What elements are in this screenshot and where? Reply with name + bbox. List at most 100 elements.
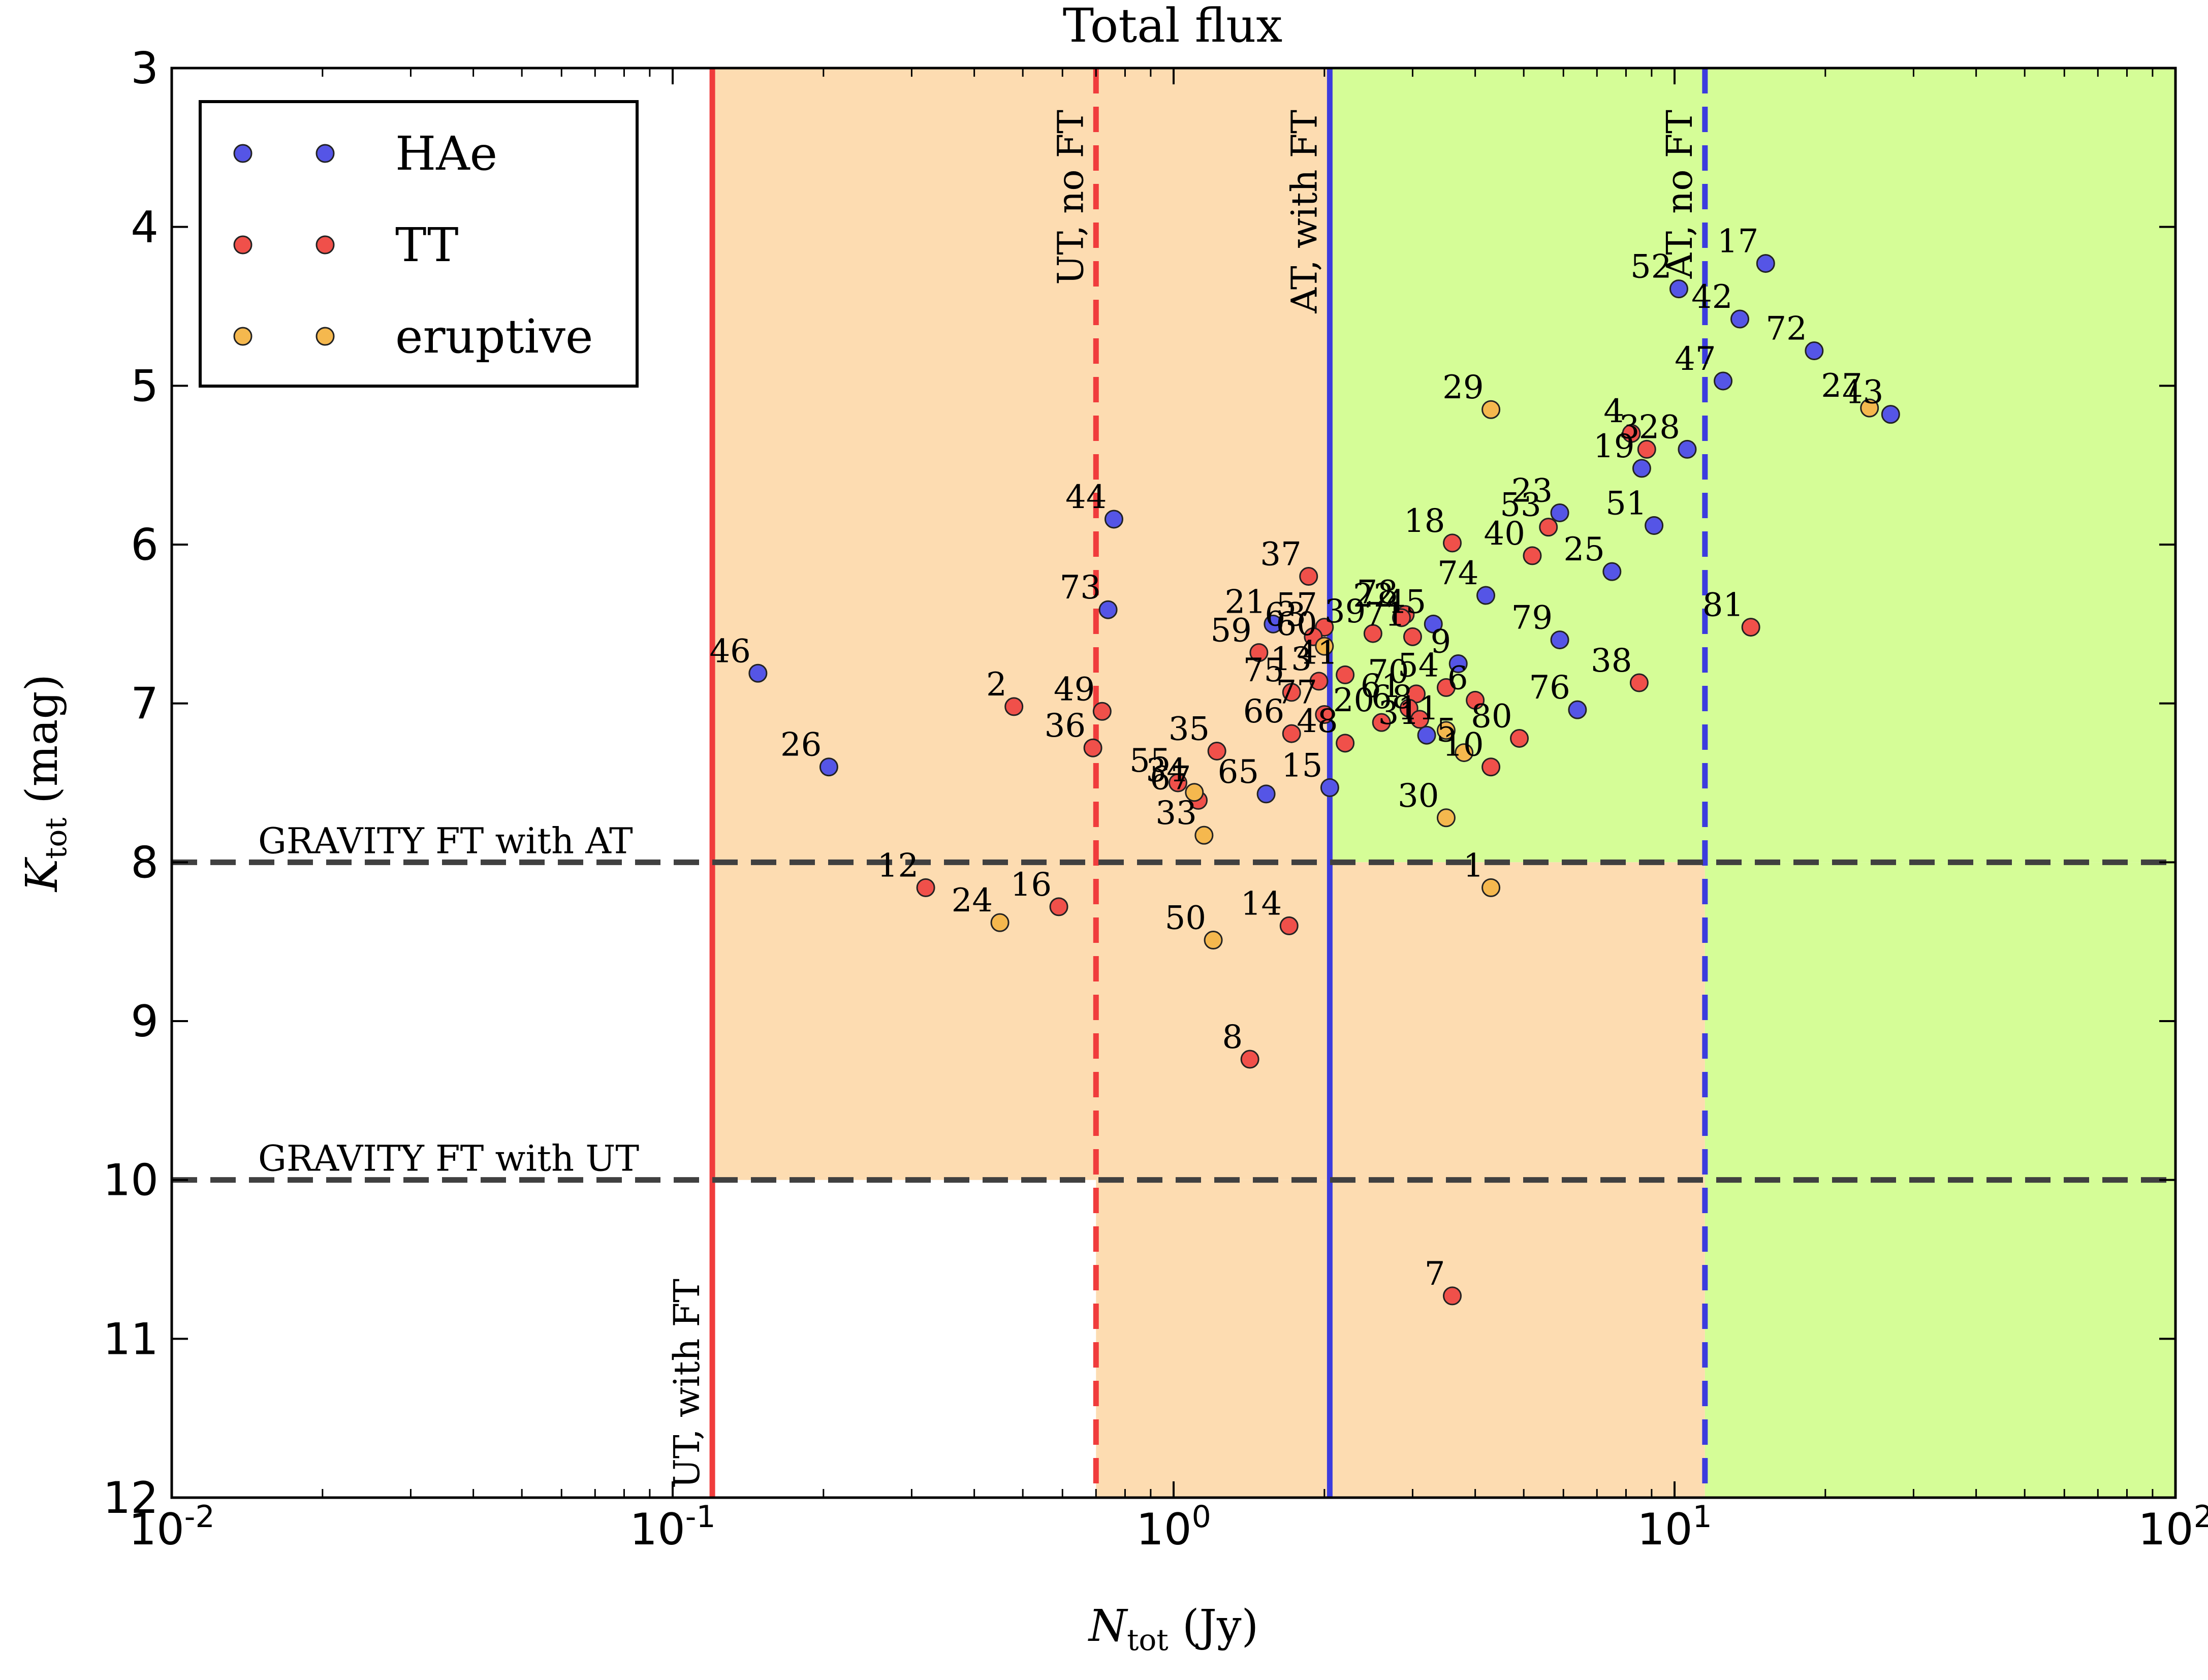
data-point-tt: [1336, 734, 1355, 753]
point-label: 48: [1297, 703, 1338, 740]
point-label: 16: [1011, 866, 1052, 904]
data-point-hae: [1476, 586, 1496, 605]
data-point-hae: [1417, 725, 1436, 745]
legend-label: eruptive: [395, 309, 593, 364]
data-point-hae: [1805, 341, 1824, 361]
data-point-hae: [1264, 614, 1283, 633]
point-label: 63: [1265, 596, 1306, 633]
point-label: 28: [1639, 408, 1680, 446]
point-label: 79: [1511, 599, 1553, 637]
data-point-hae: [1448, 654, 1468, 673]
y-tick-label: 6: [131, 520, 159, 570]
legend-marker: [233, 235, 253, 255]
point-label: 3: [1619, 408, 1640, 446]
data-point-eruptive: [1185, 783, 1204, 802]
data-point-eruptive: [1436, 808, 1456, 828]
point-label: 38: [1591, 642, 1632, 680]
data-point-tt: [1741, 618, 1760, 637]
point-label: 17: [1717, 223, 1758, 261]
y-tick-label: 5: [131, 361, 159, 411]
data-point-hae: [748, 663, 768, 683]
data-point-tt: [1481, 757, 1501, 777]
legend-marker: [233, 144, 253, 163]
point-label: 1: [1463, 847, 1484, 884]
point-label: 25: [1563, 531, 1604, 568]
point-label: 49: [1054, 671, 1095, 708]
point-label: 23: [1511, 472, 1553, 510]
point-label: 22: [1353, 577, 1394, 615]
point-label: 14: [1241, 885, 1282, 923]
data-point-tt: [1363, 624, 1382, 643]
data-point-tt: [1410, 710, 1429, 729]
region-green: [1705, 862, 2175, 1498]
data-point-tt: [1637, 439, 1656, 459]
data-point-hae: [1104, 510, 1123, 529]
x-axis-label: Ntot (Jy): [1088, 1601, 1258, 1657]
data-point-hae: [1424, 614, 1443, 633]
data-point-tt: [1315, 705, 1334, 724]
legend-marker: [233, 327, 253, 346]
point-label: 53: [1500, 487, 1541, 524]
point-label: 33: [1155, 795, 1196, 832]
point-label: 50: [1165, 900, 1206, 937]
data-point-tt: [1523, 546, 1542, 565]
point-label: 43: [1842, 374, 1883, 411]
x-tick-label: 100: [1136, 1499, 1211, 1555]
data-point-tt: [1240, 1050, 1259, 1069]
data-point-hae: [1550, 630, 1569, 650]
data-point-hae: [1632, 459, 1651, 478]
data-point-tt: [1279, 916, 1299, 935]
point-label: 74: [1437, 555, 1478, 592]
legend-marker: [316, 144, 335, 163]
point-label: 6: [1447, 659, 1468, 697]
point-label: 42: [1691, 278, 1732, 316]
vline-label: UT, with FT: [666, 1279, 708, 1488]
data-point-tt: [1443, 1286, 1462, 1306]
data-point-eruptive: [1315, 637, 1334, 656]
point-label: 66: [1243, 693, 1284, 731]
region-orange: [712, 68, 1330, 1180]
point-label: 47: [1675, 340, 1716, 378]
data-point-tt: [916, 878, 935, 897]
point-label: 77: [1276, 674, 1317, 712]
point-label: 37: [1260, 536, 1301, 574]
hline-label: GRAVITY FT with UT: [258, 1138, 639, 1180]
point-label: 20: [1333, 682, 1374, 719]
point-label: 70: [1368, 653, 1409, 691]
horizontal-lines-layer: [172, 859, 2175, 1183]
y-tick-label: 9: [131, 996, 159, 1047]
point-label: 80: [1471, 698, 1512, 735]
data-point-hae: [1714, 371, 1733, 391]
point-label: 36: [1045, 707, 1086, 745]
data-point-tt: [1004, 697, 1024, 716]
data-point-tt: [1443, 533, 1462, 553]
point-label: 4: [1603, 393, 1624, 430]
data-point-tt: [1403, 627, 1422, 646]
point-label: 60: [1276, 606, 1317, 643]
legend: HAe TT eruptive: [199, 100, 639, 388]
point-label: 11: [1398, 690, 1439, 727]
data-point-tt: [1092, 702, 1112, 721]
legend-marker: [316, 235, 335, 255]
point-label: 57: [1276, 587, 1317, 624]
data-point-tt: [1083, 738, 1102, 757]
point-label: 39: [1324, 593, 1366, 630]
legend-box: [199, 100, 639, 388]
regions-layer: [712, 68, 2175, 1498]
point-label: 45: [1385, 583, 1426, 621]
point-label: 55: [1129, 742, 1171, 780]
data-point-hae: [1550, 503, 1569, 522]
point-label: 67: [1150, 759, 1191, 797]
data-point-eruptive: [1436, 721, 1456, 740]
point-label: 27: [1821, 367, 1862, 405]
point-label: 21: [1224, 583, 1266, 621]
data-point-tt: [1629, 673, 1649, 692]
point-label: 9: [1431, 623, 1452, 661]
data-point-tt: [1510, 728, 1529, 748]
point-label: 13: [1271, 641, 1312, 678]
y-tick-label: 12: [103, 1473, 159, 1524]
y-tick-label: 8: [131, 837, 159, 888]
legend-label: HAe: [395, 126, 497, 181]
point-label: 68: [1371, 679, 1412, 716]
